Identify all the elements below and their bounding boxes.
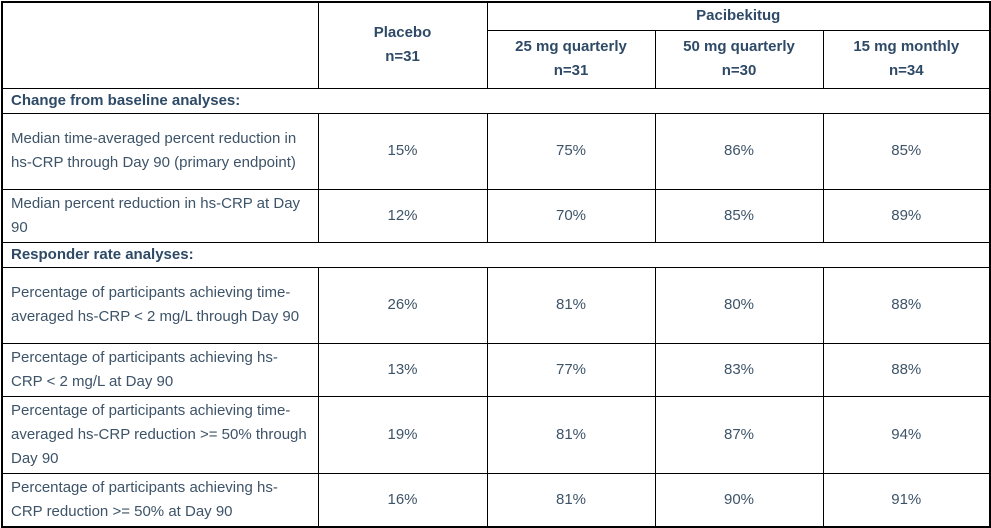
column-header-50mg-quarterly: 50 mg quarterly n=30 xyxy=(654,29,824,89)
table-row: Percentage of participants achieving tim… xyxy=(1,266,991,344)
table-row: Percentage of participants achieving tim… xyxy=(1,395,991,474)
section-title-responder-rate: Responder rate analyses: xyxy=(1,241,991,268)
table-row: Median percent reduction in hs-CRP at Da… xyxy=(1,188,991,243)
column-n: n=31 xyxy=(553,62,589,79)
column-label: 50 mg quarterly xyxy=(683,38,795,55)
value-50mg: 86% xyxy=(654,112,824,190)
column-n: n=31 xyxy=(385,48,420,66)
row-label: Percentage of participants achieving tim… xyxy=(1,395,319,474)
value-50mg: 83% xyxy=(654,342,824,397)
value-15mg: 88% xyxy=(822,266,991,344)
value-25mg: 81% xyxy=(486,472,656,527)
value-placebo: 13% xyxy=(317,342,488,397)
value-25mg: 81% xyxy=(486,266,656,344)
header-row-doses: 25 mg quarterly n=31 50 mg quarterly n=3… xyxy=(2,29,991,89)
column-label: 15 mg monthly xyxy=(853,38,960,55)
section-header-row: Responder rate analyses: xyxy=(1,241,991,268)
value-50mg: 90% xyxy=(654,472,824,527)
value-placebo: 12% xyxy=(317,188,488,243)
column-header-25mg-quarterly: 25 mg quarterly n=31 xyxy=(486,29,656,89)
column-label: 25 mg quarterly xyxy=(515,38,627,55)
value-15mg: 88% xyxy=(822,342,991,397)
value-15mg: 89% xyxy=(822,188,991,243)
value-50mg: 80% xyxy=(654,266,824,344)
column-n: n=34 xyxy=(888,62,924,79)
column-header-15mg-monthly: 15 mg monthly n=34 xyxy=(822,29,991,89)
value-25mg: 75% xyxy=(486,112,656,190)
value-placebo: 19% xyxy=(317,395,488,474)
value-15mg: 91% xyxy=(822,472,991,527)
row-label: Percentage of participants achieving tim… xyxy=(1,266,319,344)
value-placebo: 16% xyxy=(317,472,488,527)
value-50mg: 85% xyxy=(654,188,824,243)
corner-empty-cell xyxy=(1,1,319,89)
column-header-placebo: Placebo n=31 xyxy=(317,1,488,89)
value-50mg: 87% xyxy=(654,395,824,474)
group-header-pacibekitug: Pacibekitug xyxy=(486,1,991,31)
value-25mg: 70% xyxy=(486,188,656,243)
section-header-row: Change from baseline analyses: xyxy=(1,87,991,114)
column-n: n=30 xyxy=(721,62,757,79)
row-label: Median time-averaged percent reduction i… xyxy=(1,112,319,190)
value-25mg: 81% xyxy=(486,395,656,474)
header-row-group: Placebo n=31 Pacibekitug xyxy=(1,1,991,89)
value-15mg: 85% xyxy=(822,112,991,190)
value-25mg: 77% xyxy=(486,342,656,397)
value-15mg: 94% xyxy=(822,395,991,474)
row-label: Percentage of participants achieving hs-… xyxy=(1,472,319,527)
table-row: Percentage of participants achieving hs-… xyxy=(1,342,991,397)
section-title-change-from-baseline: Change from baseline analyses: xyxy=(1,87,991,114)
column-label: Placebo xyxy=(373,24,432,42)
value-placebo: 26% xyxy=(317,266,488,344)
table-row: Percentage of participants achieving hs-… xyxy=(1,472,991,527)
value-placebo: 15% xyxy=(317,112,488,190)
row-label: Percentage of participants achieving hs-… xyxy=(1,342,319,397)
row-label: Median percent reduction in hs-CRP at Da… xyxy=(1,188,319,243)
table-row: Median time-averaged percent reduction i… xyxy=(1,112,991,190)
